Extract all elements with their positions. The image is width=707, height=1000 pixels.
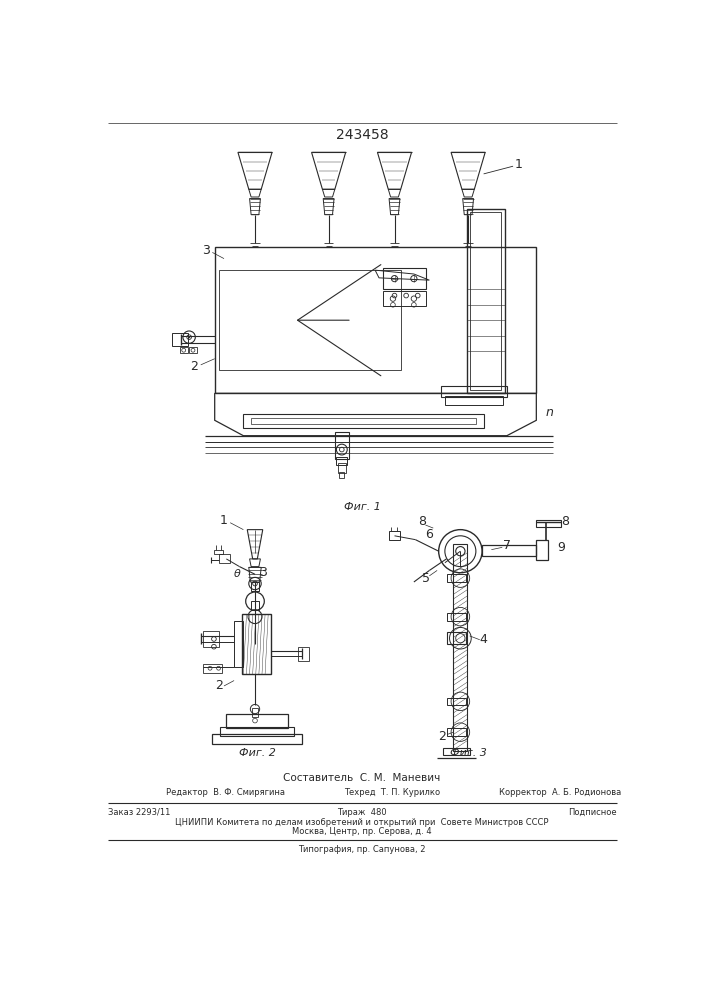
- Text: Составитель  С. М.  Маневич: Составитель С. М. Маневич: [284, 773, 440, 783]
- Bar: [172, 333, 187, 346]
- Text: 2: 2: [438, 730, 447, 742]
- Bar: [218, 554, 230, 563]
- Text: 243458: 243458: [336, 128, 388, 142]
- Bar: [448, 728, 466, 736]
- Bar: [453, 544, 467, 751]
- Bar: [448, 574, 466, 582]
- Bar: [470, 212, 501, 389]
- Text: 3: 3: [259, 566, 267, 579]
- Bar: [189, 347, 197, 353]
- Bar: [251, 418, 476, 424]
- Bar: [180, 347, 187, 353]
- Bar: [338, 463, 346, 473]
- Text: Тираж  480: Тираж 480: [337, 808, 387, 817]
- Bar: [482, 545, 537, 556]
- Circle shape: [188, 336, 190, 338]
- Text: Заказ 2293/11: Заказ 2293/11: [107, 808, 170, 817]
- Text: Москва, Центр, пр. Серова, д. 4: Москва, Центр, пр. Серова, д. 4: [292, 827, 432, 836]
- Text: 9: 9: [557, 541, 565, 554]
- Bar: [383, 268, 426, 289]
- Text: 1: 1: [515, 158, 522, 171]
- Text: ЦНИИПИ Комитета по делам изобретений и открытий при  Совете Министров СССР: ЦНИИПИ Комитета по делам изобретений и о…: [175, 818, 549, 827]
- Text: 2: 2: [190, 360, 198, 373]
- Bar: [441, 386, 507, 397]
- Bar: [383, 291, 426, 306]
- Text: 3: 3: [202, 244, 210, 257]
- Bar: [298, 647, 309, 661]
- Bar: [242, 614, 271, 674]
- Text: Типография, пр. Сапунова, 2: Типография, пр. Сапунова, 2: [298, 845, 426, 854]
- Bar: [443, 748, 470, 755]
- Bar: [252, 708, 258, 717]
- Bar: [337, 457, 347, 465]
- Bar: [537, 520, 561, 527]
- Bar: [445, 396, 503, 405]
- Text: 2: 2: [215, 679, 223, 692]
- Bar: [218, 270, 401, 370]
- Bar: [212, 734, 301, 744]
- Bar: [203, 664, 223, 673]
- Bar: [251, 582, 259, 591]
- Text: Фиг. 2: Фиг. 2: [239, 748, 276, 758]
- Bar: [448, 632, 466, 644]
- Text: 7: 7: [503, 539, 511, 552]
- Bar: [234, 620, 243, 667]
- Text: 8: 8: [418, 515, 426, 528]
- Text: θ: θ: [234, 569, 240, 579]
- Bar: [226, 714, 288, 728]
- Text: 1: 1: [220, 514, 228, 527]
- Text: 4: 4: [479, 633, 488, 646]
- Text: Редактор  В. Ф. Смирягина: Редактор В. Ф. Смирягина: [166, 788, 285, 797]
- Bar: [251, 601, 259, 610]
- Text: 5: 5: [421, 572, 429, 585]
- Bar: [203, 631, 218, 647]
- Text: 8: 8: [561, 515, 569, 528]
- Text: Техред  Т. П. Курилко: Техред Т. П. Курилко: [344, 788, 440, 797]
- Bar: [339, 472, 344, 478]
- Text: n: n: [546, 406, 554, 419]
- Text: Фиг. 3: Фиг. 3: [450, 748, 486, 758]
- Bar: [537, 540, 548, 560]
- Text: 6: 6: [426, 528, 433, 541]
- Bar: [215, 247, 537, 393]
- Bar: [243, 414, 484, 428]
- Bar: [467, 209, 506, 393]
- Text: Подписное: Подписное: [568, 808, 617, 817]
- Bar: [220, 727, 293, 736]
- Bar: [335, 432, 349, 459]
- Text: Фиг. 1: Фиг. 1: [344, 502, 380, 512]
- Bar: [448, 613, 466, 620]
- Text: Корректор  А. Б. Родионова: Корректор А. Б. Родионова: [499, 788, 621, 797]
- Bar: [448, 698, 466, 705]
